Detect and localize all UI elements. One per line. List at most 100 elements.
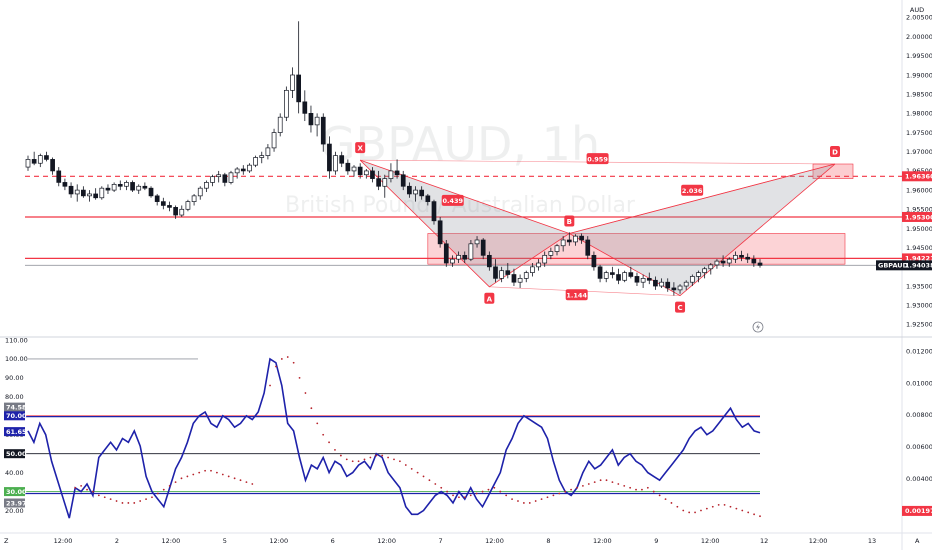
candle xyxy=(640,274,646,288)
indicator-dot xyxy=(652,490,655,493)
candle xyxy=(646,272,652,285)
indicator-dot xyxy=(682,509,685,512)
indicator-dot xyxy=(121,502,124,504)
price-tick-label: 1.92500 xyxy=(906,321,932,329)
indicator-right-tick-label: 0.01000 xyxy=(906,379,932,387)
indicator-level-tag: 70.00 xyxy=(4,411,27,421)
price-axis-tag: 1.94221 xyxy=(902,253,932,264)
candle xyxy=(327,136,332,179)
candle xyxy=(628,266,634,279)
indicator-dot xyxy=(599,479,602,482)
candle xyxy=(204,180,209,193)
price-tick-label: 1.97000 xyxy=(906,148,932,156)
candle xyxy=(74,184,80,202)
candle xyxy=(579,233,584,244)
indicator-dot xyxy=(658,494,661,497)
indicator-dot xyxy=(422,475,425,478)
indicator-dot xyxy=(440,486,443,489)
candle xyxy=(456,251,461,264)
candle xyxy=(689,274,695,287)
indicator-dot xyxy=(505,494,508,497)
candle xyxy=(597,264,603,283)
candle xyxy=(290,67,295,99)
candle xyxy=(216,170,222,183)
candle xyxy=(253,155,258,168)
auto-scale-button[interactable]: A xyxy=(915,537,920,545)
candle xyxy=(44,151,49,162)
indicator-dot xyxy=(334,448,336,451)
candle xyxy=(136,184,142,194)
price-tick-label: 1.97500 xyxy=(906,129,932,137)
candle xyxy=(210,174,215,187)
indicator-level-tag: 30.00 xyxy=(4,487,27,497)
indicator-dot xyxy=(162,488,165,491)
indicator-right-tick-label: 0.01200 xyxy=(906,347,932,355)
svg-text:70.00: 70.00 xyxy=(6,412,27,420)
indicator-dot xyxy=(676,505,679,508)
candle xyxy=(222,172,228,187)
candle xyxy=(751,255,757,267)
candle xyxy=(400,170,406,191)
candle xyxy=(517,274,523,288)
svg-text:X: X xyxy=(357,145,363,153)
indicator-dot xyxy=(694,511,696,514)
candle xyxy=(68,182,74,198)
indicator-tick-label: 80.00 xyxy=(5,393,24,401)
indicator-dot xyxy=(428,479,431,482)
indicator-dot xyxy=(646,486,649,489)
indicator-level-tag: 50.00 xyxy=(4,449,27,459)
candle xyxy=(56,167,62,187)
candle xyxy=(382,174,388,198)
indicator-dot xyxy=(753,513,755,516)
indicator-dot xyxy=(528,502,531,504)
indicator-dot xyxy=(705,507,708,510)
indicator-dot xyxy=(339,454,342,457)
candle xyxy=(240,165,246,175)
svg-text:1.144: 1.144 xyxy=(566,292,587,300)
indicator-dot xyxy=(198,471,201,474)
indicator-dot xyxy=(174,481,177,484)
indicator-dot xyxy=(145,498,147,501)
indicator-dot xyxy=(233,477,236,480)
indicator-dot xyxy=(180,477,183,480)
indicator-dot xyxy=(204,469,206,472)
indicator-dot xyxy=(522,502,525,504)
price-tick-label: 1.98500 xyxy=(906,90,932,98)
indicator-dot xyxy=(452,494,454,497)
price-tick-label: 1.95000 xyxy=(906,225,932,233)
candle xyxy=(351,165,357,177)
indicator-dot xyxy=(133,502,136,504)
indicator-dot xyxy=(623,484,626,487)
pattern-ratio-tag: 2.036 xyxy=(681,184,704,196)
candle xyxy=(757,259,763,268)
indicator-dot xyxy=(641,488,643,491)
time-tick-label: 12:00 xyxy=(54,537,73,545)
indicator-right-tick-label: 0.00400 xyxy=(906,475,932,483)
price-tick-label: 1.96500 xyxy=(906,167,932,175)
candle xyxy=(111,182,117,193)
watermark: GBPAUD, 1h British Pound / Australian Do… xyxy=(285,117,636,218)
indicator-dot xyxy=(399,460,401,463)
indicator-dot xyxy=(611,481,614,484)
indicator-dot xyxy=(156,492,159,495)
time-tick-label: 7 xyxy=(438,537,442,545)
indicator-dot xyxy=(345,458,348,461)
indicator-dot xyxy=(92,490,94,493)
indicator-dot xyxy=(747,511,750,514)
indicator-dot xyxy=(635,488,637,491)
indicator-dot xyxy=(292,361,295,364)
indicator-dot xyxy=(227,475,230,478)
timezone-button[interactable]: Z xyxy=(4,537,9,545)
indicator-tick-label: 40.00 xyxy=(5,469,24,477)
candle xyxy=(603,270,609,283)
indicator-dot xyxy=(741,509,744,512)
candle xyxy=(81,186,86,198)
pattern-xab xyxy=(359,159,571,288)
indicator-dot xyxy=(251,483,254,485)
candle xyxy=(308,105,314,133)
indicator-dot xyxy=(629,486,632,489)
indicator-dot xyxy=(717,503,720,506)
lightning-icon[interactable] xyxy=(752,321,764,333)
indicator-dot xyxy=(410,467,413,470)
